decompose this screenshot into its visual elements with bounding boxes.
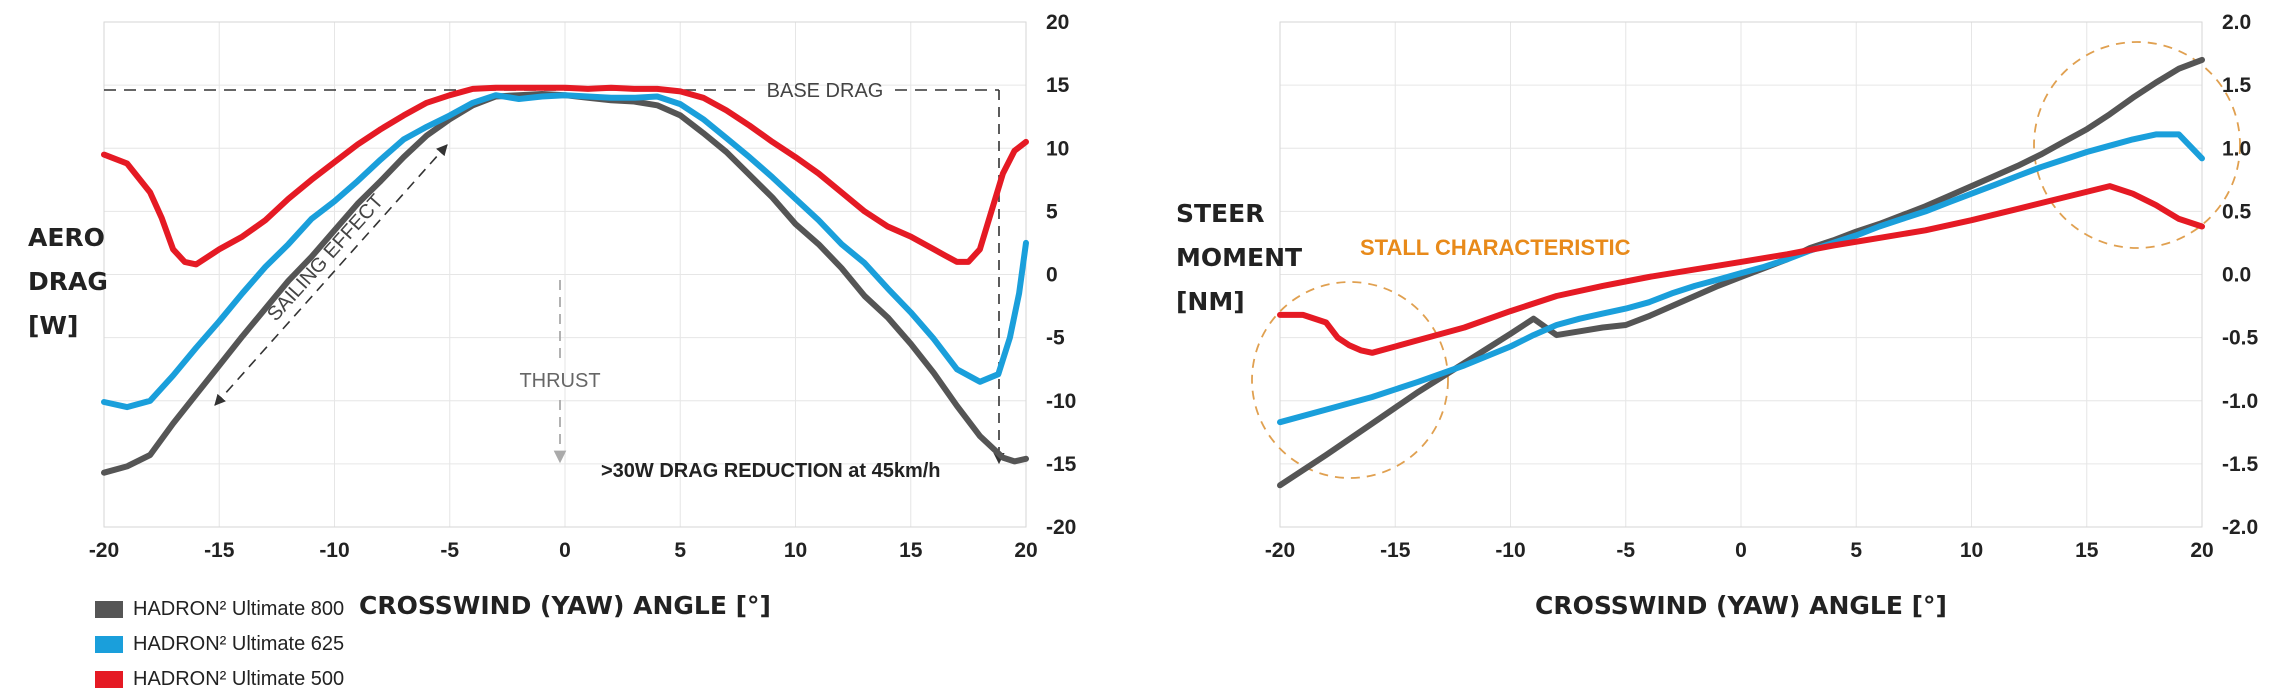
aero-drag-ylabel-line-1: AERO xyxy=(28,223,105,252)
steer-moment-x-tick-label: 10 xyxy=(1960,539,1983,562)
aero-drag-y-tick-label: -15 xyxy=(1046,453,1077,476)
legend-label-ultimate-800: HADRON² Ultimate 800 xyxy=(133,598,345,620)
aero-drag-y-tick-label: 10 xyxy=(1046,137,1069,160)
base-drag-label: BASE DRAG xyxy=(767,80,884,102)
aero-drag-y-tick-label: 5 xyxy=(1046,200,1058,223)
aero-drag-x-tick-label: -15 xyxy=(204,539,235,562)
steer-moment-x-tick-label: 0 xyxy=(1735,539,1747,562)
aero-drag-ylabel-line-2: DRAG xyxy=(28,267,108,296)
aero-drag-x-tick-label: 5 xyxy=(674,539,686,562)
steer-moment-y-tick-label: 1.5 xyxy=(2222,74,2252,97)
legend-swatch-ultimate-625 xyxy=(95,636,123,653)
steer-moment-x-tick-label: -5 xyxy=(1616,539,1635,562)
aero-drag-plot-frame xyxy=(103,21,1027,528)
aero-drag-xlabel: CROSSWIND (YAW) ANGLE [°] xyxy=(359,591,771,620)
steer-moment-series xyxy=(1277,56,2205,489)
steer-moment-chart: STEER MOMENT [NM] CROSSWIND (YAW) ANGLE … xyxy=(1176,11,2259,620)
steer-moment-ylabel-line-2: MOMENT xyxy=(1176,243,1302,272)
steer-moment-x-tick-label: -10 xyxy=(1495,539,1525,562)
aero-drag-x-tick-label: 15 xyxy=(899,539,923,562)
legend-item-ultimate-625: HADRON² Ultimate 625 xyxy=(95,627,344,662)
aero-drag-x-tick-label: 10 xyxy=(784,539,807,562)
thrust-annotation: THRUST xyxy=(519,280,601,464)
aero-drag-x-tick-label: -10 xyxy=(319,539,349,562)
aero-drag-series-line-3 xyxy=(101,84,1029,268)
steer-moment-x-tick-label: 20 xyxy=(2190,539,2213,562)
aero-drag-y-tick-label: 20 xyxy=(1046,11,1069,34)
aero-drag-y-tick-label: 15 xyxy=(1046,74,1070,97)
stall-circle-right xyxy=(2033,41,2241,249)
stall-circle-left xyxy=(1251,281,1449,479)
steer-moment-y-tick-label: -2.0 xyxy=(2222,516,2258,539)
aero-drag-x-tick-label: -20 xyxy=(89,539,119,562)
legend-swatch-ultimate-500 xyxy=(95,671,123,688)
aero-drag-y-tick-label: -5 xyxy=(1046,327,1065,350)
base-drag-annotation: BASE DRAG xyxy=(104,80,1005,465)
steer-moment-y-tick-label: 0.5 xyxy=(2222,200,2252,223)
legend-swatch-ultimate-800 xyxy=(95,601,123,618)
legend: HADRON² Ultimate 800 HADRON² Ultimate 62… xyxy=(95,592,344,697)
aero-drag-x-tick-label: 20 xyxy=(1014,539,1037,562)
aero-drag-x-tick-label: 0 xyxy=(559,539,571,562)
aero-drag-chart: AERO DRAG [W] CROSSWIND (YAW) ANGLE [°] … xyxy=(28,11,1077,620)
aero-drag-y-tick-label: -10 xyxy=(1046,390,1076,413)
thrust-label: THRUST xyxy=(519,370,600,392)
steer-moment-x-tick-label: -20 xyxy=(1265,539,1295,562)
aero-drag-x-tick-label: -5 xyxy=(440,539,459,562)
steer-moment-ylabel-line-1: STEER xyxy=(1176,199,1264,228)
legend-label-ultimate-625: HADRON² Ultimate 625 xyxy=(133,633,345,655)
steer-moment-xlabel: CROSSWIND (YAW) ANGLE [°] xyxy=(1535,591,1947,620)
steer-moment-x-tick-label: 15 xyxy=(2075,539,2099,562)
steer-moment-ylabel-line-3: [NM] xyxy=(1176,287,1245,316)
legend-label-ultimate-500: HADRON² Ultimate 500 xyxy=(133,668,345,690)
steer-moment-series-line-3 xyxy=(1277,183,2205,356)
aero-drag-y-tick-label: -20 xyxy=(1046,516,1076,539)
steer-moment-y-tick-label: -1.0 xyxy=(2222,390,2258,413)
aero-drag-series xyxy=(101,84,1029,476)
steer-moment-x-tick-label: -15 xyxy=(1380,539,1411,562)
sailing-effect-arrow xyxy=(214,144,448,406)
steer-moment-ticks: -20 -15 -10 -5 0 5 10 15 20 2.0 1.5 1.0 0.5 0.0 -0.5 -1… xyxy=(1265,11,2259,562)
steer-moment-y-tick-label: 2.0 xyxy=(2222,11,2251,34)
legend-item-ultimate-800: HADRON² Ultimate 800 xyxy=(95,592,344,627)
steer-moment-y-tick-label: -0.5 xyxy=(2222,327,2259,350)
steer-moment-plot-frame xyxy=(1279,21,2203,528)
aero-drag-series-line-2 xyxy=(101,92,1029,411)
steer-moment-x-tick-label: 5 xyxy=(1850,539,1862,562)
aero-drag-y-tick-label: 0 xyxy=(1046,264,1058,287)
steer-moment-y-tick-label: -1.5 xyxy=(2222,453,2259,476)
steer-moment-y-tick-label: 1.0 xyxy=(2222,137,2251,160)
stall-characteristic-label: STALL CHARACTERISTIC xyxy=(1360,235,1631,260)
aero-drag-ylabel-line-3: [W] xyxy=(28,311,78,340)
legend-item-ultimate-500: HADRON² Ultimate 500 xyxy=(95,662,344,697)
aero-drag-ticks: -20 -15 -10 -5 0 5 10 15 20 20 15 10 5 0 -5 -10 -15 -20 xyxy=(89,11,1077,562)
steer-moment-y-tick-label: 0.0 xyxy=(2222,264,2251,287)
drag-reduction-label: >30W DRAG REDUCTION at 45km/h xyxy=(601,460,941,482)
